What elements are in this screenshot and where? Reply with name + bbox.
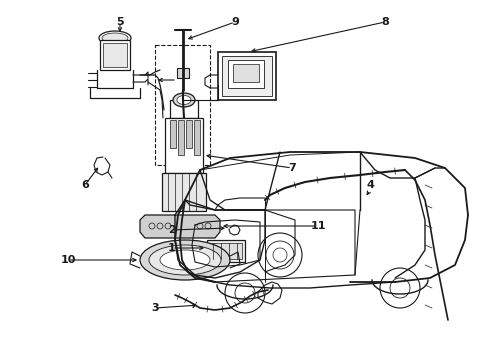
Text: 11: 11: [310, 221, 326, 231]
Bar: [218, 52, 276, 100]
Text: 9: 9: [231, 17, 239, 27]
Text: 1: 1: [168, 243, 176, 253]
Text: 3: 3: [151, 303, 159, 313]
Ellipse shape: [177, 95, 191, 104]
Bar: [177, 68, 189, 78]
Ellipse shape: [149, 245, 221, 275]
Bar: [155, 45, 210, 165]
Text: 8: 8: [381, 17, 389, 27]
Text: 2: 2: [168, 225, 176, 235]
Text: 6: 6: [81, 180, 89, 190]
Ellipse shape: [160, 250, 210, 270]
Bar: [228, 60, 264, 88]
Bar: [170, 120, 176, 148]
Bar: [165, 118, 203, 173]
Text: 7: 7: [288, 163, 296, 173]
Bar: [170, 100, 198, 118]
Bar: [103, 43, 127, 67]
Text: 10: 10: [60, 255, 75, 265]
Bar: [222, 56, 272, 96]
Bar: [210, 243, 242, 259]
Ellipse shape: [99, 31, 131, 45]
Text: 4: 4: [366, 180, 374, 190]
Bar: [233, 64, 259, 82]
Bar: [194, 120, 200, 155]
Ellipse shape: [102, 33, 128, 43]
Bar: [100, 40, 130, 70]
Ellipse shape: [140, 240, 230, 280]
Bar: [162, 173, 206, 211]
Bar: [186, 120, 192, 148]
Polygon shape: [140, 215, 220, 238]
Bar: [207, 240, 245, 262]
Ellipse shape: [173, 93, 195, 107]
Bar: [178, 120, 184, 155]
Text: 5: 5: [116, 17, 124, 27]
